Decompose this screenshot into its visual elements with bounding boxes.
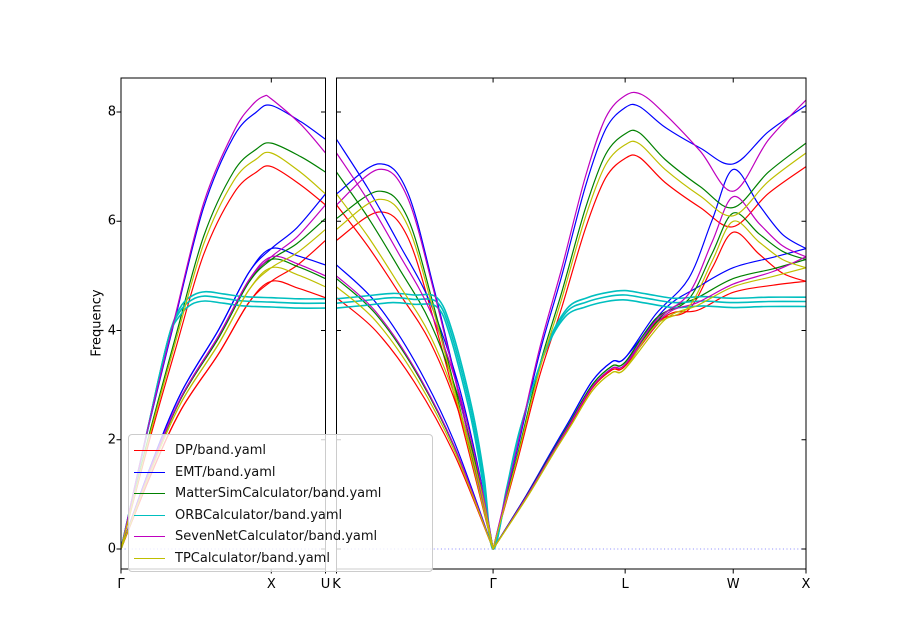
legend-label: ORBCalculator/band.yaml — [175, 507, 343, 523]
legend-label: SevenNetCalculator/band.yaml — [175, 529, 378, 545]
band-curve-MatterSimCalculator — [121, 142, 326, 550]
band-curve-MatterSimCalculator — [492, 212, 806, 550]
band-curve-EMT — [492, 103, 806, 550]
band-curve-MatterSimCalculator — [336, 171, 494, 550]
band-curve-DP — [336, 297, 494, 550]
legend-line-sample — [134, 450, 165, 452]
x-tick-label: X — [801, 577, 811, 592]
legend-item: EMT/band.yaml — [134, 462, 422, 484]
x-tick-label: U — [320, 577, 331, 592]
panel-spines-p2 — [336, 77, 807, 570]
band-curve-TPCalculator — [336, 286, 494, 550]
band-curve-TPCalculator — [336, 193, 494, 550]
x-tick-label: Γ — [117, 577, 125, 592]
y-tick-label: 6 — [107, 213, 116, 229]
band-curve-DP — [336, 211, 494, 550]
band-curve-TPCalculator — [492, 220, 806, 550]
band-curve-SevenNetCalculator — [336, 152, 494, 550]
legend-item: TPCalculator/band.yaml — [134, 548, 422, 570]
x-tick-label: W — [726, 577, 740, 592]
x-tick-label: Γ — [489, 577, 497, 592]
legend-label: EMT/band.yaml — [175, 464, 276, 480]
x-tick-label: L — [621, 577, 629, 592]
band-curve-SevenNetCalculator — [121, 94, 326, 550]
panel-curves-p1 — [121, 94, 326, 550]
legend-item: MatterSimCalculator/band.yaml — [134, 483, 422, 505]
y-tick-label: 8 — [107, 104, 116, 120]
legend-box: DP/band.yaml EMT/band.yaml MatterSimCalcul… — [128, 434, 433, 572]
legend-label: TPCalculator/band.yaml — [175, 550, 330, 566]
band-curve-TPCalculator — [121, 151, 326, 550]
band-curve-TPCalculator — [492, 267, 806, 550]
legend-item: ORBCalculator/band.yaml — [134, 505, 422, 527]
band-curve-DP — [492, 154, 806, 550]
legend-item: DP/band.yaml — [134, 440, 422, 462]
panel-curves-p2 — [336, 91, 806, 550]
band-curve-SevenNetCalculator — [492, 196, 806, 550]
band-curve-MatterSimCalculator — [492, 129, 806, 550]
band-curve-EMT — [492, 168, 806, 550]
band-curve-SevenNetCalculator — [336, 275, 494, 550]
legend-line-sample — [134, 557, 165, 559]
x-tick-label: K — [332, 577, 341, 592]
band-curve-TPCalculator — [336, 198, 494, 550]
band-curve-EMT — [336, 264, 494, 550]
legend-line-sample — [134, 536, 165, 538]
legend-line-sample — [134, 471, 165, 473]
legend-item: SevenNetCalculator/band.yaml — [134, 526, 422, 548]
x-tick-label: X — [266, 577, 276, 592]
y-tick-label: 0 — [107, 541, 116, 557]
band-curve-DP — [492, 280, 806, 550]
band-curve-SevenNetCalculator — [492, 91, 806, 550]
y-tick-label: 4 — [107, 323, 116, 338]
band-curve-MatterSimCalculator — [492, 258, 806, 550]
legend-label: DP/band.yaml — [175, 443, 267, 459]
band-curve-TPCalculator — [492, 140, 806, 550]
legend-label: MatterSimCalculator/band.yaml — [175, 486, 382, 502]
band-curve-SevenNetCalculator — [492, 256, 806, 550]
legend-line-sample — [134, 514, 165, 516]
legend-line-sample — [134, 493, 165, 495]
y-tick-label: 2 — [107, 432, 116, 448]
